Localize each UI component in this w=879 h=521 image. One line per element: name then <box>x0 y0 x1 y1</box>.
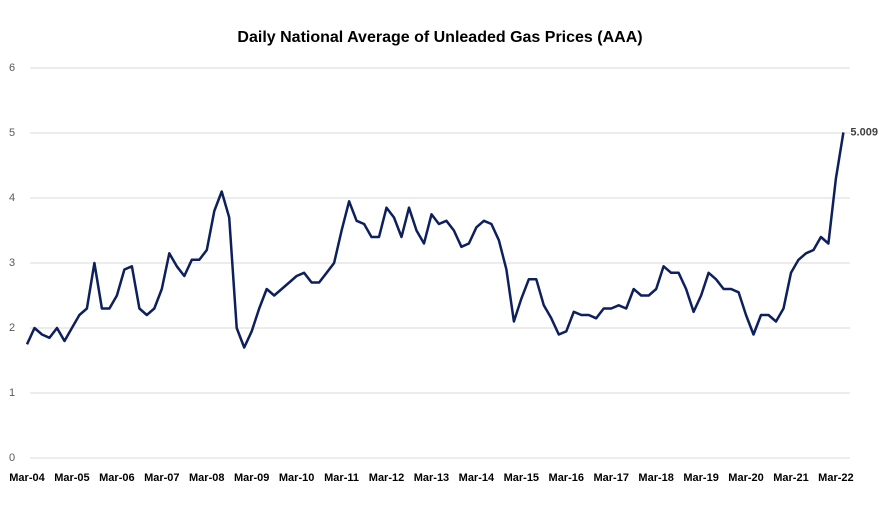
y-tick-label: 1 <box>9 387 15 399</box>
x-tick-label: Mar-15 <box>504 472 539 484</box>
x-tick-label: Mar-10 <box>279 472 314 484</box>
y-tick-label: 6 <box>9 62 15 74</box>
x-tick-label: Mar-14 <box>459 472 495 484</box>
x-tick-label: Mar-08 <box>189 472 224 484</box>
x-tick-label: Mar-04 <box>9 472 45 484</box>
x-tick-label: Mar-07 <box>144 472 179 484</box>
x-tick-label: Mar-20 <box>728 472 763 484</box>
y-tick-label: 4 <box>9 192 15 204</box>
price-line <box>25 132 845 349</box>
x-tick-label: Mar-13 <box>414 472 449 484</box>
x-tick-label: Mar-17 <box>593 472 628 484</box>
x-tick-label: Mar-21 <box>773 472 808 484</box>
x-tick-label: Mar-06 <box>99 472 134 484</box>
x-tick-label: Mar-22 <box>818 472 853 484</box>
x-tick-label: Mar-16 <box>549 472 584 484</box>
y-tick-label: 5 <box>9 127 15 139</box>
x-tick-label: Mar-05 <box>54 472 89 484</box>
x-tick-label: Mar-11 <box>324 472 359 484</box>
x-tick-label: Mar-18 <box>638 472 673 484</box>
x-tick-label: Mar-12 <box>369 472 404 484</box>
y-tick-label: 0 <box>9 452 15 464</box>
chart-title: Daily National Average of Unleaded Gas P… <box>237 29 642 46</box>
data-label: 5.009 <box>850 126 878 138</box>
x-tick-label: Mar-09 <box>234 472 269 484</box>
x-tick-label: Mar-19 <box>683 472 718 484</box>
y-tick-label: 3 <box>9 257 15 269</box>
y-tick-label: 2 <box>9 322 15 334</box>
